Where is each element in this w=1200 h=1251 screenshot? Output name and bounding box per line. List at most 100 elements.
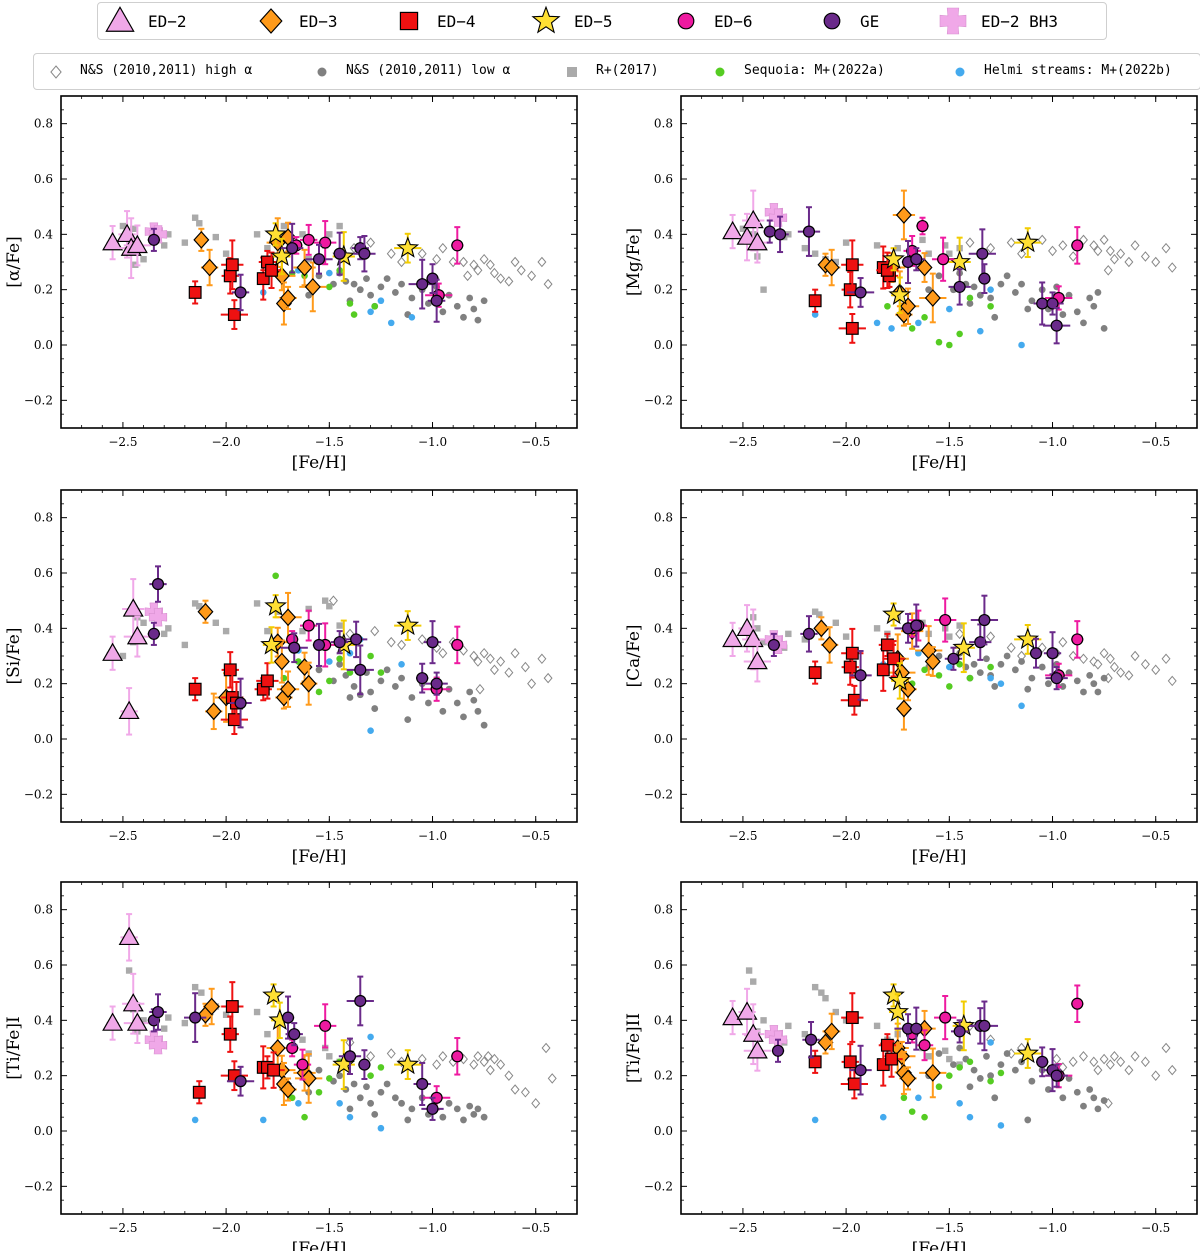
point-seq bbox=[987, 663, 994, 671]
point-ge bbox=[976, 247, 989, 260]
point-nsl bbox=[1028, 674, 1036, 682]
y-tick-label: 0.8 bbox=[654, 117, 673, 131]
point-nsl bbox=[1024, 1116, 1032, 1124]
x-tick-label: −1.0 bbox=[1038, 1221, 1067, 1235]
legend-label-ed3: ED−3 bbox=[299, 12, 338, 31]
point-seq bbox=[377, 669, 385, 676]
point-nsh bbox=[1099, 647, 1109, 659]
point-ed2 bbox=[746, 650, 768, 670]
point-nsh bbox=[1058, 240, 1068, 251]
point-nsl bbox=[1003, 652, 1011, 660]
point-hel bbox=[367, 727, 374, 734]
point-ed4 bbox=[256, 272, 270, 286]
point-nsl bbox=[356, 286, 364, 294]
point-seq bbox=[956, 1064, 963, 1071]
legend-bottom: N&S (2010,2011) high α N&S (2010,2011) lo… bbox=[33, 53, 1200, 90]
point-rp bbox=[253, 1008, 261, 1016]
point-nsh bbox=[1105, 245, 1115, 257]
point-nsl bbox=[1086, 294, 1094, 302]
point-rp bbox=[739, 225, 747, 232]
point-nsl bbox=[983, 1052, 990, 1060]
point-nsl bbox=[925, 286, 933, 294]
point-ge bbox=[416, 1077, 429, 1091]
point-nsh bbox=[1006, 642, 1016, 653]
point-nsh bbox=[1116, 1056, 1126, 1068]
point-rp bbox=[818, 989, 825, 996]
point-nsh bbox=[543, 278, 553, 290]
point-nsl bbox=[377, 677, 385, 685]
panel-ti1: −2.5 −2.0 −1.5 −1.0 −0.5 −0.2 0.0 0.2 0.4 0.6 0.8 [… bbox=[4, 881, 578, 1251]
point-hel bbox=[336, 1100, 343, 1107]
y-tick-label: 0.8 bbox=[34, 511, 53, 525]
y-tick-label: 0.4 bbox=[654, 621, 673, 635]
point-ge bbox=[358, 1058, 371, 1071]
point-ed4 bbox=[260, 674, 274, 688]
point-nsl bbox=[1100, 325, 1108, 332]
point-ge bbox=[288, 641, 301, 654]
point-nsl bbox=[1065, 1075, 1073, 1082]
point-rp bbox=[119, 652, 127, 660]
point-ge bbox=[1036, 1055, 1049, 1068]
point-nsh bbox=[537, 256, 547, 268]
point-ge bbox=[802, 225, 816, 238]
point-nsh bbox=[328, 595, 338, 606]
point-seq bbox=[295, 658, 302, 665]
point-nsl bbox=[1065, 291, 1073, 299]
point-ge bbox=[1050, 319, 1063, 332]
point-nsl bbox=[474, 707, 482, 715]
y-tick-label: 0.4 bbox=[34, 227, 53, 241]
point-ed5 bbox=[886, 1000, 910, 1022]
legend-ed6-icon bbox=[677, 12, 695, 30]
point-nsh bbox=[504, 1070, 514, 1081]
point-rp bbox=[299, 627, 306, 635]
panel-ca: −2.5 −2.0 −1.5 −1.0 −0.5 −0.2 0.0 0.2 0.4 0.6 0.8 [… bbox=[624, 489, 1198, 867]
point-nsh bbox=[438, 1051, 448, 1062]
point-seq bbox=[272, 572, 279, 580]
point-ed6 bbox=[939, 613, 952, 627]
point-ge bbox=[804, 1033, 818, 1046]
y-axis-label: [Ti/Fe]I bbox=[4, 1016, 24, 1079]
point-ed3 bbox=[823, 1022, 840, 1041]
point-rp bbox=[125, 967, 133, 974]
y-tick-label: 0.6 bbox=[654, 958, 673, 972]
point-nsl bbox=[350, 683, 358, 690]
point-seq bbox=[921, 1113, 928, 1121]
point-ed2 bbox=[746, 1040, 768, 1059]
point-ed6 bbox=[1071, 239, 1084, 252]
point-seq bbox=[371, 302, 379, 310]
point-nsl bbox=[346, 694, 354, 701]
point-seq bbox=[946, 1072, 953, 1079]
x-tick-label: −1.5 bbox=[935, 435, 964, 449]
point-ed4 bbox=[845, 1011, 859, 1025]
point-nsh bbox=[496, 656, 506, 667]
point-nsh bbox=[986, 631, 996, 642]
point-rp bbox=[873, 242, 881, 249]
point-hel bbox=[326, 658, 333, 665]
point-rp bbox=[140, 256, 147, 263]
point-rp bbox=[801, 244, 809, 252]
y-tick-label: 0.2 bbox=[34, 283, 53, 297]
legend-ed3-icon bbox=[259, 8, 283, 34]
y-tick-label: 0.8 bbox=[34, 117, 53, 131]
point-seq bbox=[997, 1069, 1005, 1077]
legend-marker-rp bbox=[567, 67, 577, 77]
point-ge bbox=[953, 1025, 966, 1038]
point-nsl bbox=[398, 674, 405, 682]
legend-label-ed2: ED−2 bbox=[148, 12, 187, 31]
point-nsl bbox=[1003, 272, 1011, 280]
legend-bh3-icon bbox=[939, 7, 967, 35]
point-rp bbox=[801, 636, 809, 643]
point-ed4 bbox=[265, 263, 278, 277]
point-hel bbox=[259, 1116, 267, 1124]
x-tick-label: −1.5 bbox=[315, 829, 344, 843]
point-seq bbox=[326, 1075, 333, 1082]
point-nsh bbox=[1093, 245, 1103, 257]
point-ge bbox=[763, 225, 776, 238]
point-ed5 bbox=[888, 668, 912, 691]
point-bh3 bbox=[148, 1036, 168, 1055]
legend-marker-seq bbox=[715, 67, 725, 77]
point-nsh bbox=[438, 242, 448, 254]
point-nsh bbox=[1167, 1064, 1177, 1076]
point-seq bbox=[301, 1113, 308, 1121]
